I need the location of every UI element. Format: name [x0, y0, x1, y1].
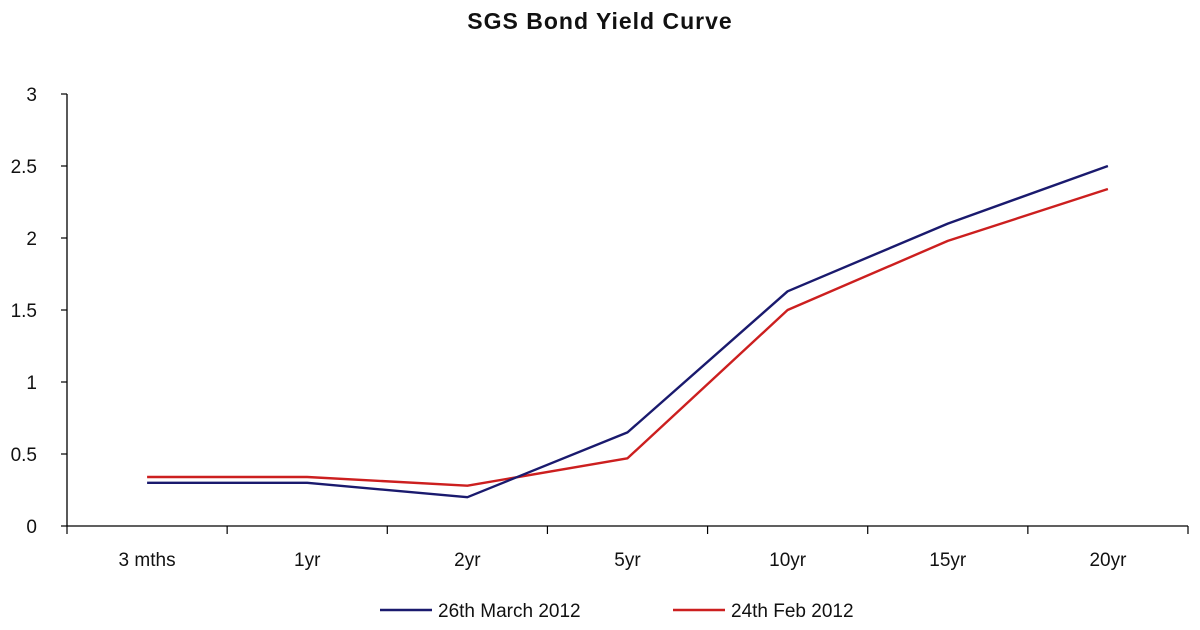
axes: [66, 94, 1188, 527]
legend-label-1: 24th Feb 2012: [731, 601, 854, 622]
x-tick-label: 15yr: [929, 550, 967, 571]
x-tick-label: 5yr: [614, 550, 641, 571]
y-tick-label: 2: [26, 229, 37, 250]
y-axis-ticks: 0 0.5 1 1.5 2 2.5 3: [11, 85, 67, 538]
series-lines: [147, 164, 1109, 499]
x-tick-label: 20yr: [1089, 550, 1127, 571]
x-tick-label: 2yr: [454, 550, 481, 571]
y-tick-label: 2.5: [11, 157, 37, 178]
series-line-1: [147, 187, 1109, 487]
y-tick-label: 0: [26, 517, 37, 538]
series-line-0: [147, 164, 1109, 499]
legend: 26th March 2012 24th Feb 2012: [380, 601, 854, 622]
chart-title: SGS Bond Yield Curve: [467, 8, 733, 34]
x-tick-label: 1yr: [294, 550, 321, 571]
y-tick-label: 1: [26, 373, 37, 394]
y-tick-label: 3: [26, 85, 37, 106]
x-axis-ticks: 3 mths 1yr 2yr 5yr 10yr 15yr 20yr: [66, 526, 1189, 571]
y-tick-label: 0.5: [11, 445, 37, 466]
legend-label-0: 26th March 2012: [438, 601, 581, 622]
x-tick-label: 10yr: [769, 550, 807, 571]
y-tick-label: 1.5: [11, 301, 37, 322]
x-tick-label: 3 mths: [119, 550, 176, 571]
